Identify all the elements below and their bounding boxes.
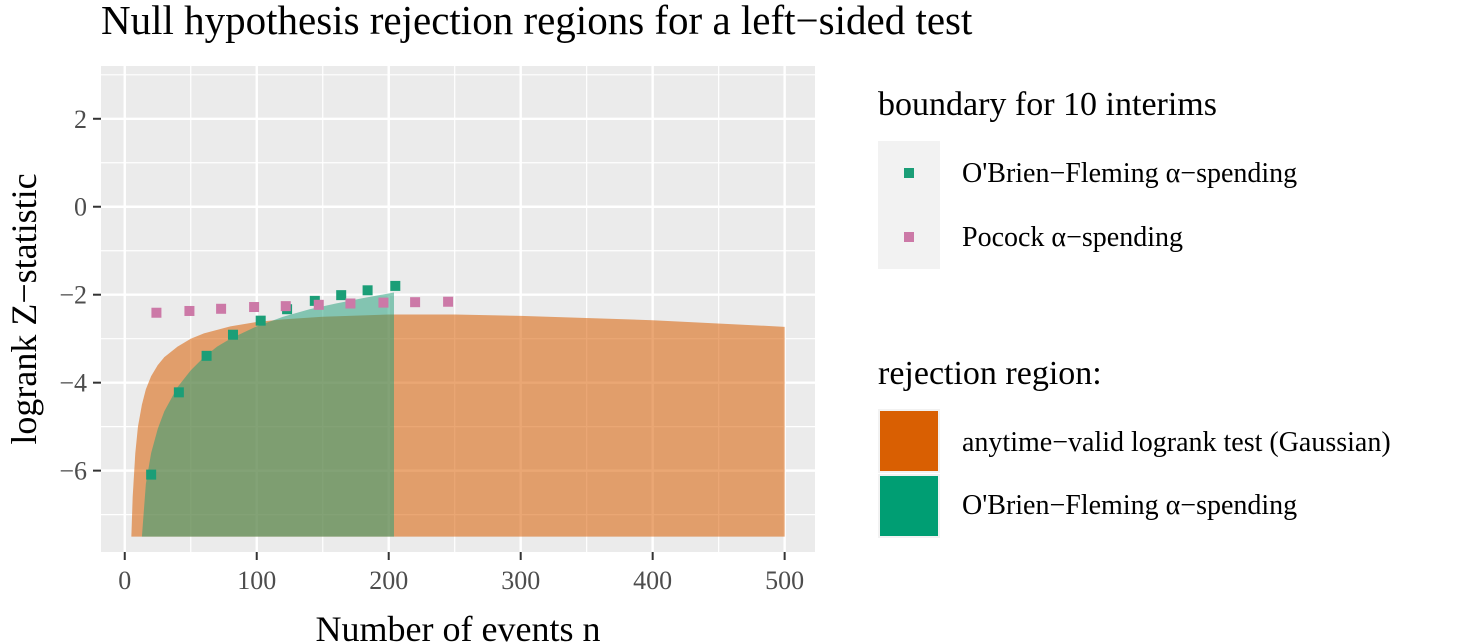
legend-key-pocock-point bbox=[904, 232, 914, 242]
pocock-boundary-point bbox=[410, 297, 421, 308]
legend-label-pocock: Pocock α−spending bbox=[962, 222, 1183, 253]
obf-boundary-point bbox=[201, 350, 212, 361]
legend-rejection-title: rejection region: bbox=[878, 355, 1102, 392]
boundary-points bbox=[146, 280, 454, 480]
legend-rejection: rejection region: anytime−valid logrank … bbox=[878, 355, 1391, 538]
obf-boundary-point bbox=[362, 285, 373, 296]
obf-boundary-point bbox=[390, 280, 401, 291]
y-tick-label: 2 bbox=[74, 105, 87, 134]
obf-boundary-point bbox=[173, 387, 184, 398]
pocock-boundary-point bbox=[378, 297, 389, 308]
x-tick-label: 0 bbox=[118, 566, 131, 595]
y-tick-label: −4 bbox=[59, 369, 87, 398]
pocock-boundary-point bbox=[280, 301, 291, 312]
y-tick-label: −6 bbox=[59, 457, 87, 486]
legend-boundary: boundary for 10 interims O'Brien−Fleming… bbox=[878, 86, 1297, 269]
legend-key-obf-point bbox=[904, 168, 914, 178]
x-tick-label: 500 bbox=[765, 566, 804, 595]
pocock-boundary-point bbox=[313, 299, 324, 310]
rejection-regions bbox=[131, 292, 785, 537]
pocock-boundary-point bbox=[443, 296, 454, 307]
area-obrien-fleming bbox=[141, 292, 394, 537]
legend-label-obf: O'Brien−Fleming α−spending bbox=[962, 158, 1297, 189]
x-tick-label: 400 bbox=[633, 566, 672, 595]
pocock-boundary-point bbox=[151, 307, 162, 318]
y-tick-label: 0 bbox=[74, 193, 87, 222]
obf-boundary-point bbox=[146, 469, 157, 480]
obf-boundary-point bbox=[336, 290, 347, 301]
obf-boundary-point bbox=[255, 315, 266, 326]
pocock-boundary-point bbox=[184, 305, 195, 316]
y-axis: 2 0 −2 −4 −6 bbox=[59, 105, 101, 486]
x-tick-label: 300 bbox=[501, 566, 540, 595]
legend-key-anytime-fill bbox=[880, 411, 938, 471]
y-axis-title: logrank Z−statistic bbox=[4, 173, 44, 444]
x-axis-title: Number of events n bbox=[316, 609, 601, 643]
y-tick-label: −2 bbox=[59, 281, 87, 310]
pocock-boundary-point bbox=[249, 302, 260, 313]
pocock-boundary-point bbox=[345, 298, 356, 309]
x-axis: 0 100 200 300 400 500 bbox=[118, 552, 804, 595]
legend-boundary-title: boundary for 10 interims bbox=[878, 86, 1217, 123]
legend-label-anytime: anytime−valid logrank test (Gaussian) bbox=[962, 427, 1391, 458]
legend-key-obf-fill bbox=[880, 476, 938, 536]
legend-label-obf-region: O'Brien−Fleming α−spending bbox=[962, 490, 1297, 521]
chart-title: Null hypothesis rejection regions for a … bbox=[101, 0, 973, 43]
obf-boundary-point bbox=[227, 329, 238, 340]
pocock-boundary-point bbox=[216, 303, 227, 314]
x-tick-label: 200 bbox=[369, 566, 408, 595]
x-tick-label: 100 bbox=[237, 566, 276, 595]
